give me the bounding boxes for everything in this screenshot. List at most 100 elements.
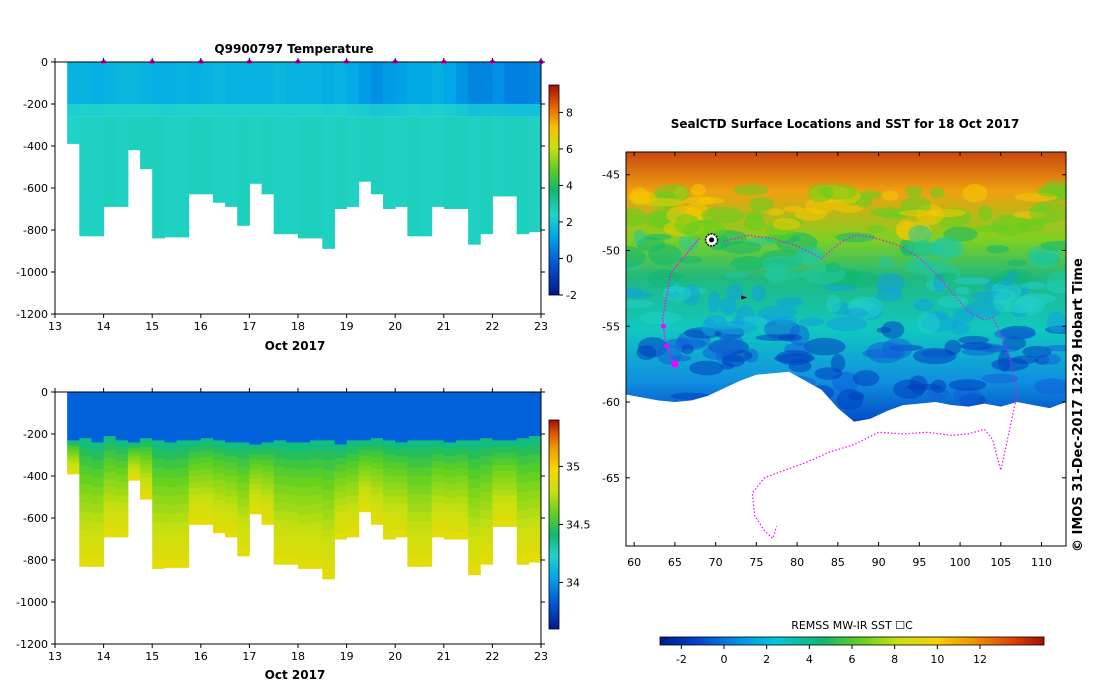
- salinity-cell: [492, 489, 506, 497]
- salinity-cell: [407, 494, 420, 504]
- salinity-cell: [91, 539, 105, 550]
- salinity-cell: [176, 503, 190, 514]
- salinity-cell: [358, 501, 372, 508]
- salinity-cell: [212, 506, 226, 514]
- salinity-cell: [358, 392, 372, 441]
- temperature-colorbar-ticks: -2 0 2 4 6 8: [559, 106, 577, 302]
- salinity-cell: [431, 495, 445, 503]
- salinity-cell: [395, 482, 408, 491]
- salinity-cell: [273, 555, 287, 565]
- sst-patch: [727, 284, 744, 301]
- salinity-cell: [91, 442, 105, 452]
- salinity-cell: [188, 476, 202, 483]
- salinity-cell: [200, 518, 214, 525]
- sst-patch: [1034, 378, 1066, 395]
- salinity-cell: [261, 483, 275, 490]
- salinity-cell: [358, 496, 372, 502]
- sst-patch: [934, 272, 958, 282]
- salinity-cell: [152, 513, 165, 524]
- sst-patch: [1040, 240, 1066, 252]
- temperature-cell: [322, 104, 335, 117]
- sst-patch: [931, 237, 959, 259]
- salinity-cell: [152, 540, 165, 551]
- salinity-cell: [273, 546, 287, 556]
- salinity-cell: [346, 481, 360, 490]
- salinity-cell: [346, 530, 360, 538]
- temperature-cell: [249, 104, 263, 117]
- salinity-cell: [322, 392, 335, 441]
- colorbar-tick-label: 2: [566, 216, 573, 229]
- sst-patch: [798, 317, 825, 327]
- salinity-cell: [176, 558, 190, 568]
- salinity-cell: [431, 440, 445, 448]
- temperature-cell: [115, 116, 129, 207]
- temperature-cell: [140, 104, 153, 117]
- salinity-cell: [492, 392, 506, 441]
- temperature-cell: [212, 116, 226, 203]
- temperature-cell: [225, 62, 238, 104]
- lon-tick-label: 100: [950, 556, 971, 569]
- y-tick-label: -400: [23, 470, 48, 483]
- salinity-cell: [443, 511, 457, 519]
- sst-patch: [981, 373, 1019, 384]
- salinity-cell: [67, 449, 80, 453]
- salinity-cell: [358, 506, 372, 513]
- temperature-cell: [334, 104, 348, 117]
- sst-patch: [721, 354, 745, 368]
- salinity-cell: [79, 392, 92, 439]
- lon-tick-label: 70: [709, 556, 723, 569]
- sst-patch: [1046, 311, 1066, 333]
- salinity-cell: [383, 531, 396, 540]
- salinity-cell: [492, 501, 506, 509]
- salinity-cell: [200, 444, 214, 451]
- sst-patch: [913, 347, 957, 365]
- salinity-cell: [504, 520, 518, 527]
- temperature-cell: [431, 62, 445, 104]
- salinity-cell: [91, 486, 105, 496]
- salinity-cell: [261, 489, 275, 496]
- salinity-cell: [152, 559, 165, 569]
- salinity-cell: [383, 461, 396, 469]
- salinity-cell: [334, 458, 348, 466]
- salinity-cell: [249, 508, 263, 515]
- temperature-cell: [480, 62, 493, 104]
- temperature-cell: [443, 116, 457, 209]
- salinity-cell: [431, 461, 445, 469]
- sst-colorbar-tick-label: 4: [806, 653, 813, 666]
- temperature-cell: [225, 104, 238, 117]
- salinity-cell: [212, 473, 226, 481]
- x-tick-label: 15: [145, 320, 159, 333]
- salinity-cell: [322, 479, 335, 491]
- salinity-cell: [504, 458, 518, 466]
- sst-patch: [974, 224, 1012, 232]
- sst-patch: [930, 379, 947, 394]
- salinity-cell: [431, 454, 445, 462]
- salinity-cell: [298, 392, 311, 443]
- temperature-x-axis: 13 14 15 16 17 18 19 20 21 22 23: [48, 58, 548, 333]
- salinity-cell: [358, 455, 372, 462]
- salinity-cell: [516, 483, 530, 493]
- temperature-cell: [67, 104, 80, 117]
- salinity-cell: [407, 503, 420, 513]
- salinity-cell: [237, 499, 250, 508]
- sst-patch: [929, 187, 946, 199]
- temperature-cell: [164, 104, 177, 117]
- sst-patch: [749, 196, 774, 211]
- sst-patch: [794, 207, 827, 221]
- salinity-cell: [504, 446, 518, 454]
- salinity-cell: [334, 451, 348, 459]
- salinity-cell: [188, 494, 202, 501]
- salinity-cell: [164, 540, 177, 550]
- salinity-cell: [334, 532, 348, 540]
- temperature-cell: [492, 104, 506, 117]
- lat-tick-label: -65: [602, 472, 620, 485]
- salinity-cell: [370, 450, 384, 458]
- salinity-cell: [370, 392, 384, 439]
- salinity-cell: [237, 450, 250, 460]
- x-tick-label: 18: [291, 320, 305, 333]
- salinity-cell: [91, 468, 105, 479]
- salinity-cell: [176, 440, 190, 450]
- salinity-cell: [249, 484, 263, 490]
- salinity-cell: [346, 488, 360, 496]
- temperature-cell: [419, 62, 433, 104]
